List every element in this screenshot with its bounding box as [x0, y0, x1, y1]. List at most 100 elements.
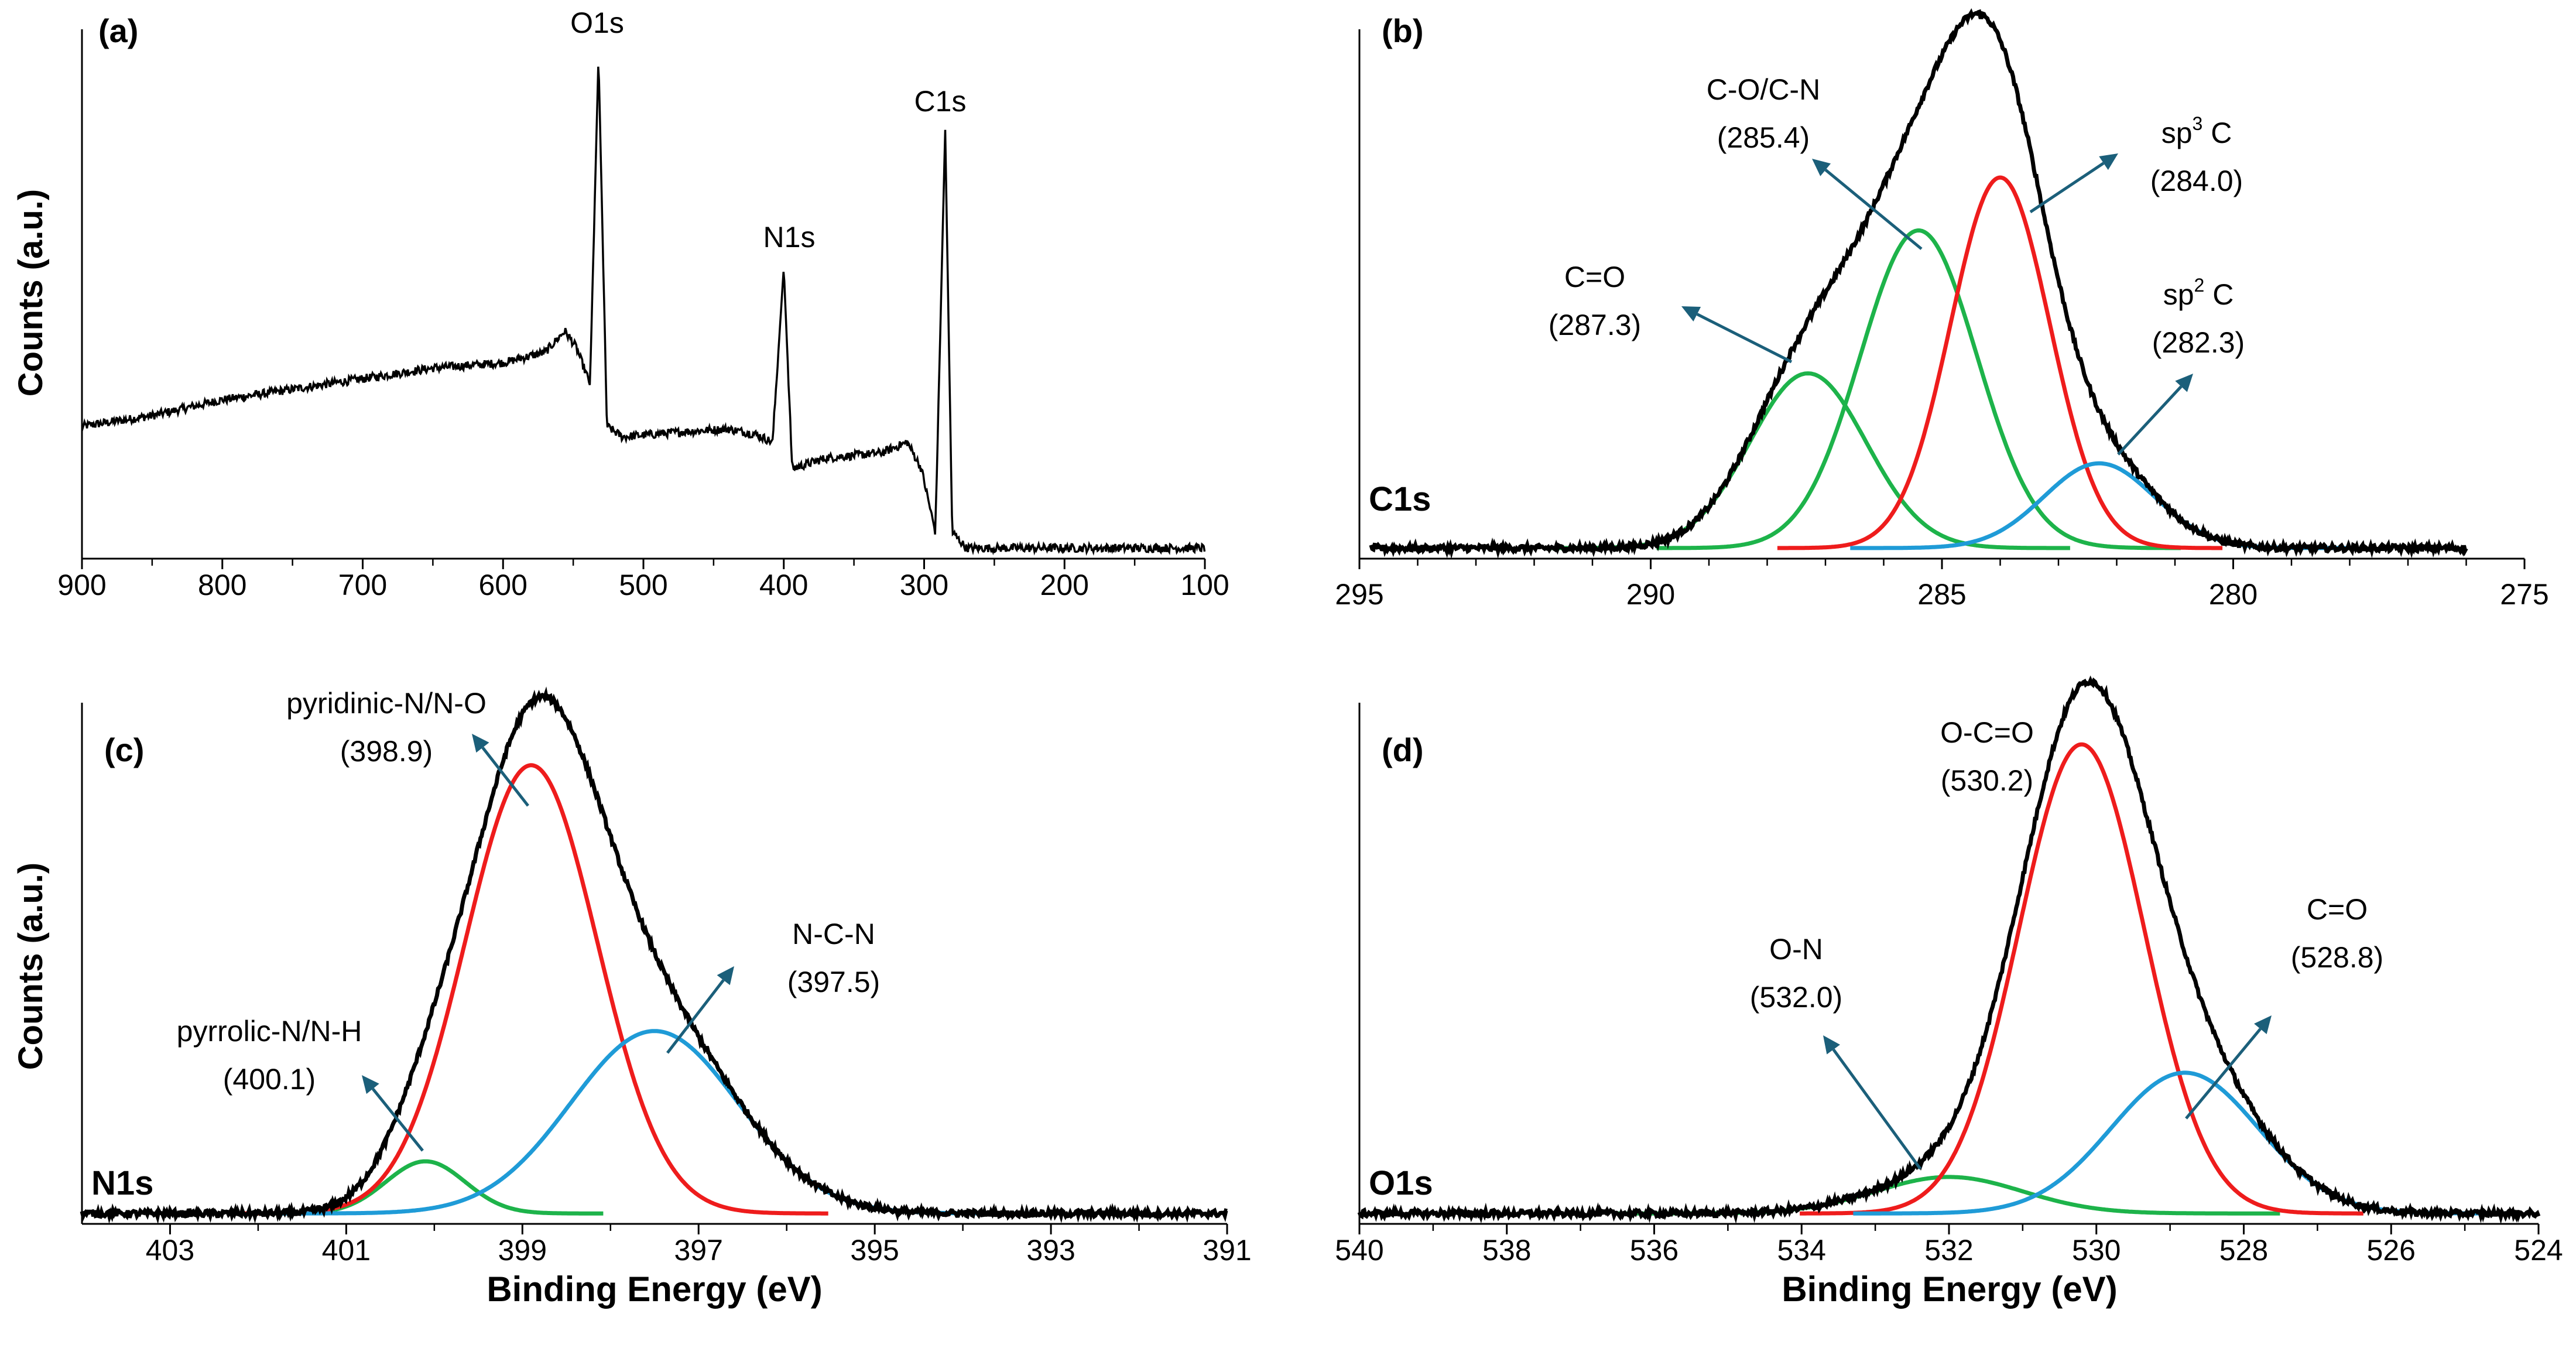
- annotation-arrowhead: [362, 1075, 379, 1094]
- panel-d-marks: [1357, 675, 2541, 1224]
- x-tick-label: 200: [1040, 569, 1089, 601]
- panel-b-ann-co-name: C=O: [1564, 261, 1625, 293]
- component-peak-o-c-o: [1800, 742, 2363, 1216]
- fit-envelope-line: [1359, 680, 2539, 1215]
- panel-d-ann-co-name: C=O: [2307, 893, 2368, 926]
- panel-a-peak-label-o1s: O1s: [570, 6, 624, 39]
- x-tick-label: 275: [2500, 578, 2548, 611]
- panel-c-core-level: N1s: [91, 1164, 153, 1202]
- x-tick-label: 526: [2367, 1234, 2416, 1267]
- panel-c-y-label: Counts (a.u.): [12, 863, 50, 1070]
- panel-a-peak-label-c1s: C1s: [914, 85, 967, 118]
- survey-spectrum-line: [81, 66, 1206, 556]
- panel-b-ann-sp3-name: sp3 C: [2161, 113, 2232, 149]
- panel-c-ticks: 403 401 399 397 395 393 391: [146, 1224, 1252, 1267]
- x-tick-label: 530: [2072, 1234, 2121, 1267]
- panel-b-ann-con-value: (285.4): [1717, 121, 1810, 154]
- panel-a-y-label: Counts (a.u.): [12, 189, 50, 396]
- component-peak-c-o-c-n: [1656, 228, 2181, 550]
- panel-d-o1s: 540 538 536 534 532 530 528 526 524 (d) O1s Bind…: [1335, 675, 2563, 1309]
- panel-b-c1s: 295 290 285 280 275 (b) C1s C=O (287.3) C-O/…: [1335, 8, 2549, 611]
- x-tick-label: 700: [338, 569, 387, 601]
- x-tick-label: 540: [1335, 1234, 1383, 1267]
- x-tick-label: 300: [900, 569, 948, 601]
- panel-c-ann-pyrrolic-name: pyrrolic-N/N-H: [177, 1015, 362, 1048]
- raw-spectrum-line: [1357, 675, 2541, 1224]
- x-tick-label: 399: [498, 1234, 547, 1267]
- fit-envelope-line: [82, 695, 1227, 1215]
- panel-d-ann-oco-name: O-C=O: [1940, 716, 2034, 749]
- panel-a-letter: (a): [98, 12, 138, 49]
- annotation-arrow: [2117, 385, 2183, 456]
- annotation-arrowhead: [1812, 159, 1831, 176]
- component-peak-sp3-c: [1777, 175, 2223, 550]
- x-tick-label: 532: [1924, 1234, 1973, 1267]
- annotation-arrowhead: [2099, 153, 2118, 170]
- annotation-arrow: [666, 979, 725, 1054]
- panel-b-marks: [1369, 8, 2468, 559]
- x-tick-label: 393: [1026, 1234, 1075, 1267]
- panel-d-letter: (d): [1382, 731, 1424, 768]
- panel-d-core-level: O1s: [1369, 1164, 1433, 1202]
- x-tick-label: 403: [146, 1234, 194, 1267]
- annotation-arrowhead: [472, 734, 489, 753]
- x-tick-label: 401: [322, 1234, 371, 1267]
- panel-a-peak-label-n1s: N1s: [763, 221, 816, 254]
- x-tick-label: 536: [1630, 1234, 1678, 1267]
- annotation-arrow: [2029, 162, 2105, 214]
- x-tick-label: 295: [1335, 578, 1383, 611]
- annotation-arrow: [1832, 1048, 1922, 1170]
- x-tick-label: 900: [57, 569, 106, 601]
- panel-b-core-level: C1s: [1369, 480, 1431, 518]
- panel-c-ann-ncn-value: (397.5): [787, 966, 880, 998]
- x-tick-label: 800: [198, 569, 246, 601]
- x-tick-label: 534: [1777, 1234, 1826, 1267]
- x-tick-label: 400: [759, 569, 808, 601]
- panel-a-ticks: 900 800 700 600 500 400 300 200 100: [57, 559, 1229, 601]
- panel-b-letter: (b): [1382, 12, 1424, 49]
- annotation-arrowhead: [1681, 306, 1701, 322]
- annotation-arrow: [1696, 313, 1793, 364]
- x-tick-label: 538: [1482, 1234, 1531, 1267]
- annotation-arrow: [1824, 169, 1923, 250]
- panel-d-x-label: Binding Energy (eV): [1782, 1270, 2117, 1309]
- panel-c-n1s: 403 401 399 397 395 393 391 (c) N1s Counts (a.…: [12, 686, 1252, 1309]
- panel-d-ticks: 540 538 536 534 532 530 528 526 524: [1335, 1224, 2563, 1267]
- panel-d-ann-on-value: (532.0): [1750, 981, 1842, 1014]
- annotation-arrowhead: [717, 966, 734, 986]
- panel-c-ann-ncn-name: N-C-N: [792, 918, 875, 950]
- panel-c-ann-pyridinic-value: (398.9): [340, 735, 433, 768]
- x-tick-label: 285: [1917, 578, 1966, 611]
- x-tick-label: 600: [479, 569, 527, 601]
- x-tick-label: 280: [2209, 578, 2258, 611]
- x-tick-label: 395: [850, 1234, 899, 1267]
- x-tick-label: 397: [674, 1234, 723, 1267]
- panel-b-ann-con-name: C-O/C-N: [1707, 73, 1820, 106]
- annotation-arrowhead: [2254, 1015, 2272, 1035]
- panel-b-ann-sp2-name: sp2 C: [2163, 275, 2234, 311]
- annotation-arrowhead: [1823, 1035, 1840, 1055]
- panel-b-ann-sp3-value: (284.0): [2150, 165, 2243, 197]
- x-tick-label: 100: [1180, 569, 1229, 601]
- panel-a-marks: [81, 66, 1206, 556]
- annotation-arrow: [481, 747, 529, 807]
- panel-d-ann-co-value: (528.8): [2291, 941, 2383, 974]
- fit-envelope-line: [1371, 12, 2467, 549]
- panel-d-ann-on-name: O-N: [1769, 933, 1823, 966]
- panel-c-ann-pyridinic-name: pyridinic-N/N-O: [286, 687, 487, 720]
- panel-c-letter: (c): [104, 731, 144, 768]
- panel-b-ann-sp2-value: (282.3): [2152, 326, 2245, 359]
- panel-c-ann-pyrrolic-value: (400.1): [223, 1063, 316, 1096]
- x-tick-label: 290: [1626, 578, 1675, 611]
- x-tick-label: 528: [2219, 1234, 2268, 1267]
- x-tick-label: 524: [2514, 1234, 2563, 1267]
- panel-b-ticks: 295 290 285 280 275: [1335, 559, 2549, 611]
- panel-d-ann-oco-value: (530.2): [1941, 764, 2033, 797]
- panel-b-ann-co-value: (287.3): [1549, 309, 1641, 341]
- panel-a-survey: 900 800 700 600 500 400 300 200 100 (a) Counts (…: [12, 6, 1229, 601]
- x-tick-label: 391: [1203, 1234, 1251, 1267]
- annotation-arrow: [2185, 1028, 2262, 1120]
- annotation-arrow: [371, 1087, 424, 1152]
